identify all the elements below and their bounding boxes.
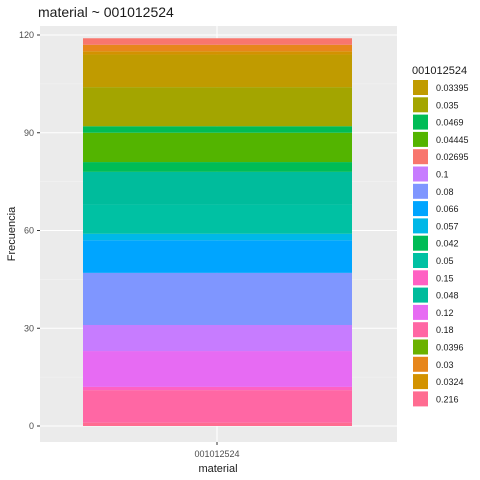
bar-segment-0.18	[83, 390, 352, 423]
legend-key-0.18	[413, 322, 428, 338]
y-tick-label: 30	[24, 323, 34, 333]
legend-key-0.048	[413, 287, 428, 303]
legend-key-0.216	[413, 391, 428, 407]
legend-label: 0.216	[436, 394, 459, 404]
legend-label: 0.048	[436, 291, 459, 301]
bar-segment-0.05	[83, 204, 352, 234]
bar-segments	[83, 38, 352, 426]
bar-segment-0.057	[83, 233, 352, 241]
legend-key-0.042	[413, 235, 428, 251]
bar-segment-0.066	[83, 240, 352, 273]
legend-key-0.05	[413, 253, 428, 268]
legend-key-0.03	[413, 356, 428, 372]
legend-key-0.03395	[413, 80, 428, 95]
legend-label: 0.04445	[436, 135, 469, 145]
legend-key-0.066	[413, 201, 428, 217]
bar-segment-0.02695	[83, 38, 352, 45]
x-axis-title: material	[198, 463, 237, 475]
y-axis-title: Frecuencia	[6, 206, 18, 261]
legend-key-0.057	[413, 218, 428, 234]
legend-key-0.04445	[413, 131, 428, 147]
legend-label: 0.05	[436, 256, 454, 266]
y-tick-label: 120	[19, 30, 34, 40]
legend-label: 0.0324	[436, 377, 464, 387]
legend-key-0.0396	[413, 339, 428, 355]
legend-label: 0.0469	[436, 118, 464, 128]
y-axis-ticks: 0 30 60 90 120	[19, 30, 40, 431]
legend-label: 0.18	[436, 325, 454, 335]
y-tick-label: 60	[24, 226, 34, 236]
legend-label: 0.0396	[436, 343, 464, 353]
legend: 0.03395 0.035 0.0469 0.04445 0.02695 0.1 0.08 0…	[413, 80, 469, 407]
y-tick-label: 90	[24, 128, 34, 138]
legend-key-0.08	[413, 183, 428, 199]
legend-label: 0.042	[436, 239, 459, 249]
bar-segment-0.15	[83, 386, 352, 391]
legend-label: 0.15	[436, 273, 454, 283]
legend-label: 0.035	[436, 100, 459, 110]
legend-label: 0.03395	[436, 83, 469, 93]
legend-key-0.0324	[413, 374, 428, 390]
bar-segment-0.035	[83, 87, 352, 127]
chart-title: material ~ 001012524	[38, 4, 174, 20]
legend-label: 0.066	[436, 204, 459, 214]
legend-key-0.1	[413, 166, 428, 182]
bar-segment-0.08	[83, 272, 352, 325]
bar-segment-0.12	[83, 351, 352, 387]
bar-segment-0.04445	[83, 132, 352, 163]
legend-key-0.035	[413, 97, 428, 113]
bar-segment-0.042	[83, 126, 352, 133]
legend-title: 001012524	[412, 65, 467, 77]
x-tick-label: 001012524	[194, 449, 239, 459]
legend-key-0.15	[413, 270, 428, 286]
legend-key-0.02695	[413, 149, 428, 165]
bar-segment-0.1	[83, 324, 352, 352]
bar-segment-0.03	[83, 44, 352, 52]
legend-label: 0.057	[436, 221, 459, 231]
bar-segment-0.216	[83, 422, 352, 426]
y-tick-label: 0	[29, 421, 34, 431]
legend-label: 0.03	[436, 360, 454, 370]
bar-segment-0.03395	[83, 54, 352, 88]
legend-label: 0.1	[436, 170, 449, 180]
bar-segment-0.0469	[83, 162, 352, 172]
x-axis-ticks: 001012524	[194, 442, 240, 459]
bar-segment-0.0324	[83, 51, 352, 55]
legend-label: 0.02695	[436, 152, 469, 162]
legend-label: 0.08	[436, 187, 454, 197]
legend-label: 0.12	[436, 308, 454, 318]
bar-segment-0.048	[83, 171, 352, 205]
legend-key-0.0469	[413, 114, 428, 130]
legend-key-0.12	[413, 304, 428, 320]
